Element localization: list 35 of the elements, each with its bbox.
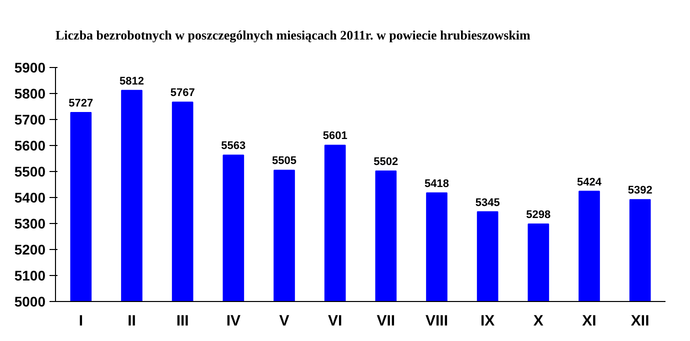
chart-title: Liczba bezrobotnych w poszczególnych miesiącach 2011r. w powiecie hrubieszowskim [56,28,531,42]
data-label: 5424 [577,176,602,188]
y-tick-label: 5600 [14,138,46,154]
x-tick-label: II [128,312,136,330]
y-tick-label: 5000 [14,294,46,310]
y-tick-label: 5700 [14,112,46,128]
data-label: 5418 [424,178,449,190]
x-tick-label: VII [376,312,396,330]
y-tick-label: 5100 [14,268,46,284]
data-label: 5563 [221,140,246,152]
x-tick-label: I [78,312,84,330]
data-label: 5345 [475,196,500,209]
x-tick-label: VIII [425,312,448,330]
data-label: 5601 [322,130,348,142]
data-label: 5298 [526,209,551,222]
y-tick-label: 5400 [14,190,46,206]
x-tick-label: X [533,312,544,330]
y-tick-label: 5500 [14,164,46,180]
data-label: 5767 [170,87,195,100]
y-tick-label: 5200 [14,242,46,258]
data-label: 5812 [120,75,144,88]
data-label: 5392 [628,184,652,197]
data-label: 5505 [272,155,296,168]
y-tick-label: 5800 [14,86,46,102]
x-tick-label: VI [328,312,342,330]
data-label: 5502 [374,156,398,168]
x-tick-label: XI [582,312,596,330]
x-tick-label: XII [630,312,650,330]
x-tick-label: V [279,312,290,330]
y-tick-label: 5300 [14,216,46,232]
x-tick-label: IX [480,312,495,330]
x-tick-label: IV [226,312,241,330]
y-tick-label: 5900 [14,60,46,76]
data-label: 5727 [68,97,94,110]
x-tick-label: III [176,312,189,330]
